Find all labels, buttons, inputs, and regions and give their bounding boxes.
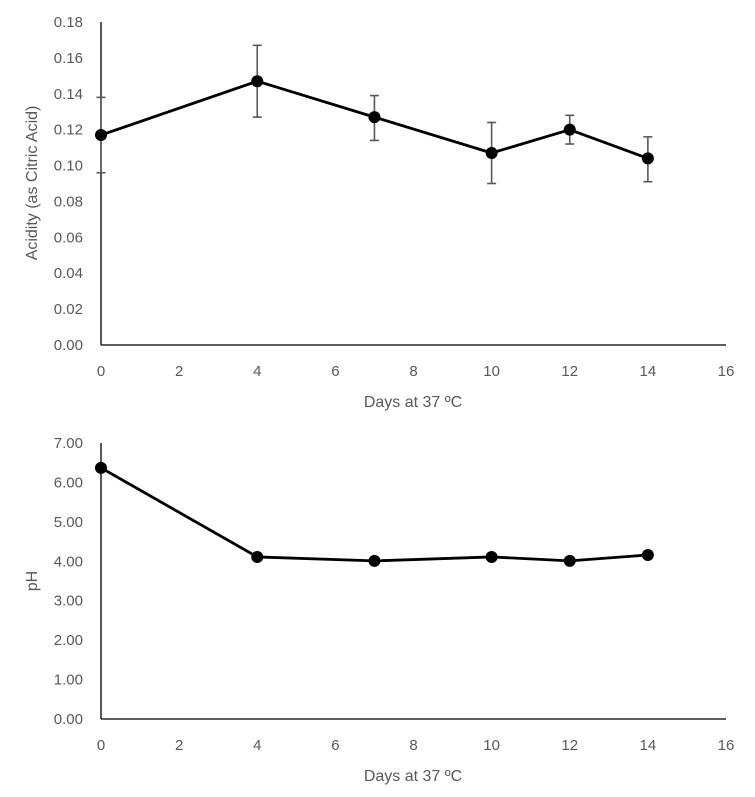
ph-y-tick-label: 4.00 (54, 553, 83, 570)
acidity-data-point (485, 146, 498, 159)
acidity-y-tick-label: 0.12 (54, 122, 83, 139)
acidity-y-tick-label: 0.10 (54, 158, 83, 175)
acidity-y-tick-label: 0.00 (54, 337, 83, 354)
ph-data-point (641, 548, 654, 561)
ph-y-tick-label: 3.00 (54, 593, 83, 610)
ph-y-tick-label: 5.00 (54, 514, 83, 531)
ph-y-tick-label: 6.00 (54, 474, 83, 491)
ph-y-axis-title: pH (24, 571, 41, 591)
ph-y-tick-label: 2.00 (54, 632, 83, 649)
acidity-x-tick-label: 14 (640, 363, 657, 380)
acidity-data-point (251, 75, 264, 88)
ph-x-tick-label: 8 (409, 737, 417, 754)
ph-y-tick-label: 0.00 (54, 711, 83, 728)
ph-chart: Days at 37 ºC pH 0.00 1.00 2.00 3.00 4.00 5.0… (24, 435, 734, 785)
ph-x-tick-label: 12 (561, 737, 578, 754)
ph-data-point (368, 554, 381, 567)
acidity-y-tick-label: 0.18 (54, 14, 83, 31)
acidity-data-point (95, 129, 107, 142)
ph-x-tick-label: 4 (253, 737, 261, 754)
acidity-y-tick-label: 0.08 (54, 193, 83, 210)
ph-data-point (485, 550, 498, 563)
ph-data-point (95, 461, 107, 474)
ph-x-tick-label: 6 (331, 737, 339, 754)
acidity-x-tick-label: 16 (718, 363, 735, 380)
acidity-chart: Days at 37 ºC Acidity (as Citric Acid) 0… (24, 14, 734, 411)
acidity-x-tick-label: 0 (97, 363, 105, 380)
acidity-x-tick-label: 8 (409, 363, 417, 380)
ph-x-tick-label: 16 (718, 737, 735, 754)
acidity-y-axis-title: Acidity (as Citric Acid) (24, 106, 41, 261)
ph-data-point (251, 550, 264, 563)
ph-x-tick-label: 10 (483, 737, 500, 754)
ph-x-axis-title: Days at 37 ºC (364, 768, 462, 785)
acidity-x-tick-label: 6 (331, 363, 339, 380)
acidity-x-tick-label: 12 (561, 363, 578, 380)
acidity-data-point (368, 111, 381, 124)
acidity-y-tick-label: 0.04 (54, 265, 83, 282)
acidity-x-tick-label: 2 (175, 363, 183, 380)
acidity-series-line (100, 79, 649, 160)
acidity-y-tick-label: 0.16 (54, 50, 83, 67)
acidity-y-tick-label: 0.06 (54, 229, 83, 246)
acidity-x-tick-label: 4 (253, 363, 261, 380)
ph-y-tick-label: 7.00 (54, 435, 83, 452)
ph-x-tick-label: 2 (175, 737, 183, 754)
acidity-y-tick-label: 0.02 (54, 301, 83, 318)
acidity-data-point (563, 123, 576, 136)
ph-data-point (563, 554, 576, 567)
ph-x-tick-label: 0 (97, 737, 105, 754)
ph-series-line (100, 466, 648, 563)
ph-x-tick-label: 14 (640, 737, 657, 754)
ph-y-tick-label: 1.00 (54, 672, 83, 689)
acidity-y-tick-label: 0.14 (54, 86, 83, 103)
acidity-x-axis-title: Days at 37 ºC (364, 394, 462, 411)
acidity-data-point (641, 152, 654, 165)
acidity-x-tick-label: 10 (483, 363, 500, 380)
